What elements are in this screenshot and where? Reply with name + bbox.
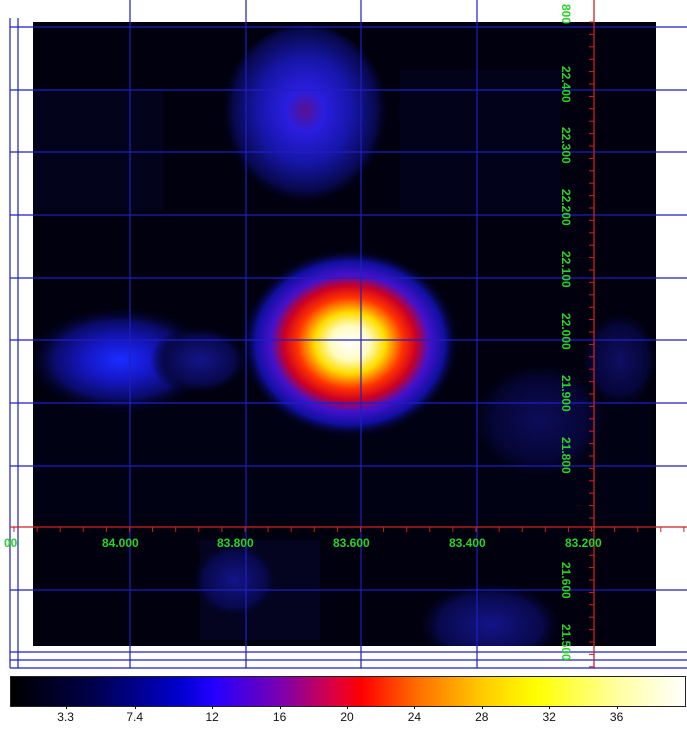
ra-label-84-000: 84.000 <box>102 536 139 550</box>
source-main <box>240 248 460 438</box>
axis-ticks <box>13 21 685 668</box>
source-north <box>220 25 390 215</box>
dec-label-22-100: 22.100 <box>559 251 573 288</box>
dec-label-partial: 800 <box>559 4 573 24</box>
colorbar-tickmark <box>134 706 136 709</box>
ra-label-83-400: 83.400 <box>449 536 486 550</box>
colorbar-tickmark <box>549 706 551 709</box>
colorbar-tickmark <box>65 706 67 709</box>
colorbar <box>10 676 686 707</box>
ra-label-partial: 00 <box>4 536 18 550</box>
dec-label-22-400: 22.400 <box>559 66 573 103</box>
dec-label-22-000: 22.000 <box>559 313 573 350</box>
dec-label-21-500: 21.500 <box>559 624 573 661</box>
colorbar-tickmark <box>212 706 214 709</box>
colorbar-tickmark <box>279 706 281 709</box>
ra-label-83-600: 83.600 <box>333 536 370 550</box>
ra-label-83-800: 83.800 <box>217 536 254 550</box>
colorbar-tick-label: 24 <box>407 710 422 724</box>
colorbar-ticks: 3.3 7.4 12 16 20 24 28 32 36 <box>0 706 687 731</box>
dec-label-21-900: 21.900 <box>559 375 573 412</box>
colorbar-tickmark <box>347 706 348 709</box>
ra-label-83-200: 83.200 <box>565 536 602 550</box>
source-southeast <box>415 580 565 646</box>
dec-label-22-200: 22.200 <box>559 189 573 226</box>
colorbar-tick-label: 7.4 <box>126 710 144 724</box>
colorbar-tick-label: 12 <box>205 710 219 724</box>
colorbar-tick-label: 20 <box>340 710 354 724</box>
dec-label-21-800: 21.800 <box>559 437 573 474</box>
ra-axis-labels: 00 84.000 83.800 83.600 83.400 83.200 <box>4 536 602 550</box>
sky-map: 00 84.000 83.800 83.600 83.400 83.200 80… <box>4 0 687 669</box>
colorbar-tick-label: 36 <box>609 710 624 724</box>
crosshair-axes <box>10 0 687 668</box>
coordinate-grid <box>9 0 687 669</box>
dec-axis-labels: 800 22.400 22.300 22.200 22.100 22.000 2… <box>559 4 573 661</box>
dec-label-21-600: 21.600 <box>559 562 573 599</box>
colorbar-tick-label: 16 <box>272 710 287 724</box>
colorbar-tickmark <box>616 706 618 709</box>
colorbar-tick-label: 32 <box>542 710 556 724</box>
colorbar-tickmark <box>414 706 416 709</box>
dec-label-22-300: 22.300 <box>559 127 573 164</box>
colorbar-tickmark <box>481 706 483 709</box>
colorbar-tick-label: 28 <box>475 710 489 724</box>
colorbar-tick-label: 3.3 <box>57 710 74 724</box>
